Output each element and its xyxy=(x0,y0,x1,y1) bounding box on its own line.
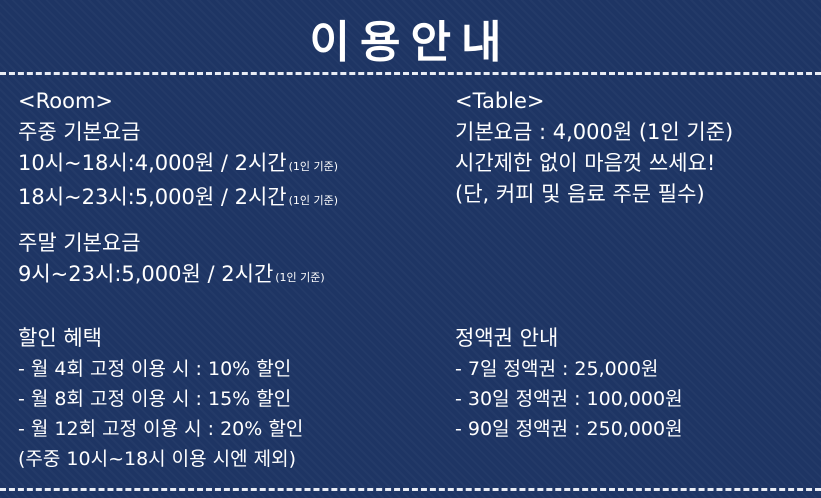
discount-line-3: - 월 12회 고정 이용 시 : 20% 할인 xyxy=(18,418,304,440)
weekday-rate-2: 18시~23시:5,000원 / 2시간 (1인 기준) xyxy=(18,185,339,209)
bottom-divider xyxy=(0,488,821,491)
discount-line-4: (주중 10시~18시 이용 시엔 제외) xyxy=(18,448,297,470)
discount-heading: 할인 혜택 xyxy=(18,326,102,350)
pass-line-3: - 90일 정액권 : 250,000원 xyxy=(455,418,683,440)
room-section: <Room> 주중 기본요금 10시~18시:4,000원 / 2시간 (1인 기… xyxy=(18,86,338,293)
discount-line-2: - 월 8회 고정 이용 시 : 15% 할인 xyxy=(18,388,292,410)
table-heading: <Table> xyxy=(455,89,545,113)
discount-line-1: - 월 4회 고정 이용 시 : 10% 할인 xyxy=(18,358,292,380)
pass-section: 정액권 안내 - 7일 정액권 : 25,000원 - 30일 정액권 : 10… xyxy=(455,323,683,444)
table-line-1: 기본요금 : 4,000원 (1인 기준) xyxy=(455,120,734,144)
table-line-2: 시간제한 없이 마음껏 쓰세요! xyxy=(455,151,716,175)
room-heading: <Room> xyxy=(18,89,113,113)
weekend-rate-1: 9시~23시:5,000원 / 2시간 (1인 기준) xyxy=(18,262,325,286)
table-section: <Table> 기본요금 : 4,000원 (1인 기준) 시간제한 없이 마음… xyxy=(455,86,733,210)
pass-line-1: - 7일 정액권 : 25,000원 xyxy=(455,358,659,380)
discount-section: 할인 혜택 - 월 4회 고정 이용 시 : 10% 할인 - 월 8회 고정 … xyxy=(18,323,303,474)
weekday-label: 주중 기본요금 xyxy=(18,120,141,144)
top-divider xyxy=(0,72,821,75)
pass-heading: 정액권 안내 xyxy=(455,326,559,350)
page-title: 이용안내 xyxy=(309,17,512,68)
weekend-label: 주말 기본요금 xyxy=(18,231,141,255)
table-line-3: (단, 커피 및 음료 주문 필수) xyxy=(455,182,705,206)
weekday-rate-1: 10시~18시:4,000원 / 2시간 (1인 기준) xyxy=(18,151,339,175)
pass-line-2: - 30일 정액권 : 100,000원 xyxy=(455,388,683,410)
